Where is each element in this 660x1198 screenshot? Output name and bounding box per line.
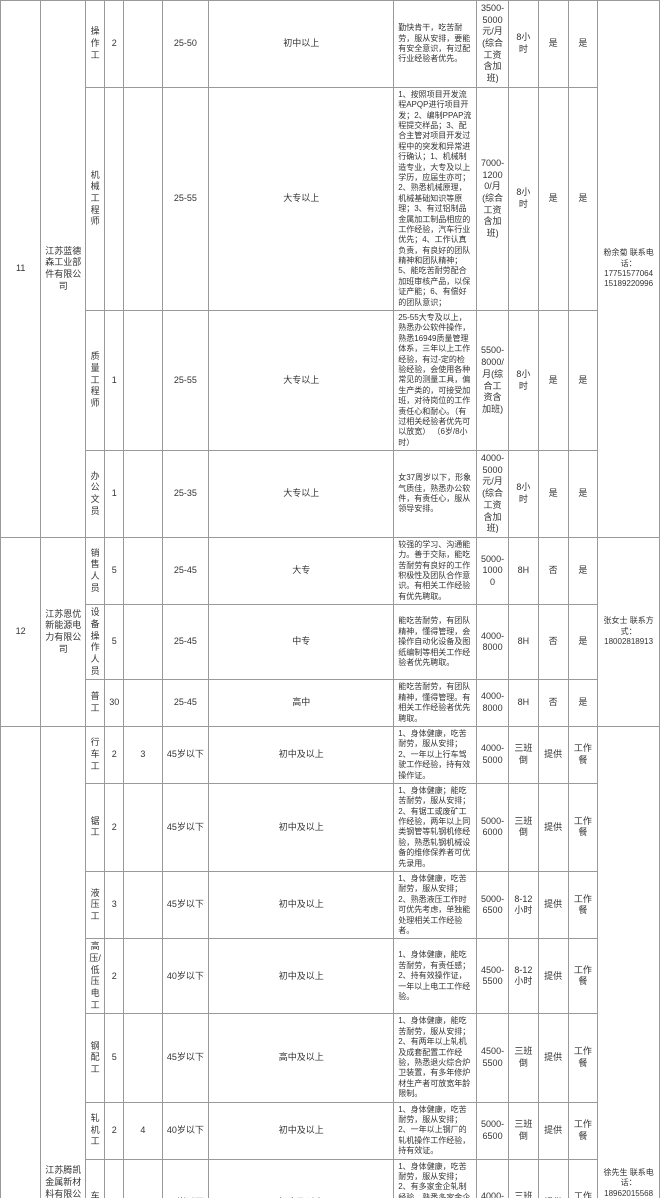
table-row: 锯工245岁以下初中及以上1、身体健康；能吃苦耐劳，服从安排；2、有锯工或废矿工… — [1, 783, 660, 871]
table-row: 普工3025-45高中能吃苦耐劳，有团队精神，懂得管理。有相关工作经验者优先聘取… — [1, 680, 660, 727]
contact-info: 徐先生 联系电话：18962015568 18962016622 — [598, 726, 660, 1198]
contact-info: 张女士 联系方式：18002818913 — [598, 537, 660, 726]
position: 液压工 — [86, 872, 105, 939]
table-row: 设备操作人员525-45中专能吃苦耐劳，有团队精神，懂得管理，会操作自动化设备及… — [1, 605, 660, 680]
requirements: 1、身体健康，吃苦耐劳，服从安排；2、一年以上行车驾驶工作经验，持有效操作证。 — [394, 726, 477, 783]
position: 高压/低压电工 — [86, 939, 105, 1014]
table-row: 液压工345岁以下初中及以上1、身体健康，吃苦耐劳，服从安排；2、熟悉液压工作时… — [1, 872, 660, 939]
company-name: 江苏蓝德森工业部件有限公司 — [41, 1, 86, 538]
position: 锯工 — [86, 783, 105, 871]
requirements: 女37周岁以下，形象气质佳，熟悉办公软件，有责任心，服从领导安排。 — [394, 451, 477, 538]
table-row: 钢配工545岁以下高中及以上1、身体健康，能吃苦耐劳，服从安排；2、有两年以上轧… — [1, 1014, 660, 1102]
table-row: 12江苏恩优新能源电力有限公司销售人员525-45大专较强的学习、沟通能力。善于… — [1, 537, 660, 604]
position: 操作工 — [86, 1, 105, 88]
requirements: 较强的学习、沟通能力。善于交际，能吃苦耐劳有良好的工作积极性及团队合作意识。有相… — [394, 537, 477, 604]
table-row: 机械工程师25-55大专以上1、按照项目开发流程APQP进行项目开发；2、编制P… — [1, 87, 660, 310]
position: 办公文员 — [86, 451, 105, 538]
requirements: 能吃苦耐劳，有团队精神，懂得管理，会操作自动化设备及图纸编制等相关工作经验者优先… — [394, 605, 477, 680]
position: 销售人员 — [86, 537, 105, 604]
requirements: 1、身体健康，吃苦耐劳，服从安排；2、有多家金企轧制经验，熟悉多家金企划要求，掌… — [394, 1159, 477, 1198]
position: 质量工程师 — [86, 311, 105, 451]
position: 行车工 — [86, 726, 105, 783]
requirements: 1、按照项目开发流程APQP进行项目开发；2、编制PPAP流程提交样品；3、配合… — [394, 87, 477, 310]
position: 普工 — [86, 680, 105, 727]
position: 设备操作人员 — [86, 605, 105, 680]
table-row: 质量工程师125-55大专以上25-55大专及以上，熟悉办公软件操作，熟悉169… — [1, 311, 660, 451]
table-row: 11江苏蓝德森工业部件有限公司操作工225-50初中以上勤快肯干，吃苦耐劳，服从… — [1, 1, 660, 88]
table-row: 轧机工2440岁以下初中及以上1、身体健康，吃苦耐劳，服从安排；2、一年以上钢厂… — [1, 1102, 660, 1159]
company-name: 江苏恩优新能源电力有限公司 — [41, 537, 86, 726]
requirements: 1、身体健康，吃苦耐劳，服从安排；2、一年以上钢厂的轧机操作工作经验，持有效证。 — [394, 1102, 477, 1159]
position: 钢配工 — [86, 1014, 105, 1102]
table-row: 办公文员125-35大专以上女37周岁以下，形象气质佳，熟悉办公软件，有责任心，… — [1, 451, 660, 538]
requirements: 25-55大专及以上，熟悉办公软件操作，熟悉16949质量管理体系，三年以上工作… — [394, 311, 477, 451]
requirements: 1、身体健康；能吃苦耐劳，服从安排；2、有锯工或废矿工作经验，两年以上同类钢管等… — [394, 783, 477, 871]
recruitment-table: 11江苏蓝德森工业部件有限公司操作工225-50初中以上勤快肯干，吃苦耐劳，服从… — [0, 0, 660, 1198]
requirements: 1、身体健康，能吃苦耐劳，服从安排；2、有两年以上轧机及成套配置工作经验，熟悉退… — [394, 1014, 477, 1102]
position: 机械工程师 — [86, 87, 105, 310]
requirements: 勤快肯干，吃苦耐劳，服从安排，要能有安全意识，有过配行业经验者优先。 — [394, 1, 477, 88]
position: 车工 — [86, 1159, 105, 1198]
requirements: 1、身体健康，吃苦耐劳，服从安排；2、熟悉液压工作时可优先考虑，单独能处理相关工… — [394, 872, 477, 939]
table-row: 车工140岁以下初中及以上1、身体健康，吃苦耐劳，服从安排；2、有多家金企轧制经… — [1, 1159, 660, 1198]
contact-info: 粉余菊 联系电话：17751577064 15189220996 — [598, 1, 660, 538]
requirements: 1、身体健康，能吃苦耐劳，有责任感；2、持有效操作证，一年以上电工工作经验。 — [394, 939, 477, 1014]
company-name: 江苏腾凯金属新材料有限公司 — [41, 726, 86, 1198]
position: 轧机工 — [86, 1102, 105, 1159]
requirements: 能吃苦耐劳，有团队精神，懂得管理。有相关工作经验者优先聘取。 — [394, 680, 477, 727]
table-row: 江苏腾凯金属新材料有限公司行车工2345岁以下初中及以上1、身体健康，吃苦耐劳，… — [1, 726, 660, 783]
table-row: 高压/低压电工240岁以下初中及以上1、身体健康，能吃苦耐劳，有责任感；2、持有… — [1, 939, 660, 1014]
